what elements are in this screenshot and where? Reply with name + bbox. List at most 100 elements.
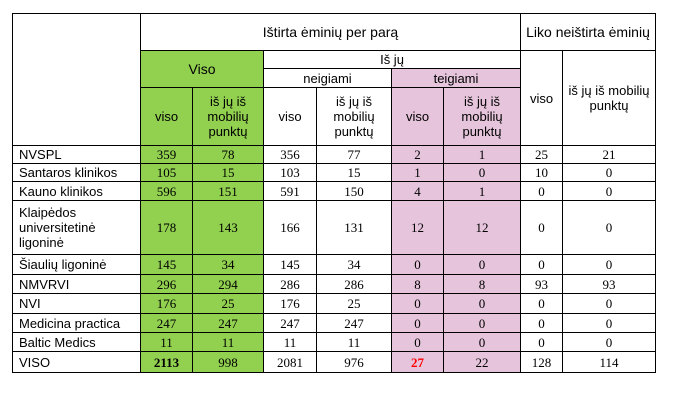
institution-name: NMVRVI (12, 274, 141, 294)
positive-cell: 2 (391, 145, 444, 164)
remaining-mobile-cell: 0 (561, 200, 657, 255)
total-mobile-cell: 998 (192, 351, 264, 373)
total-row: VISO 2113 998 2081 976 27 22 128 114 (12, 351, 657, 373)
table-row: Baltic Medics 11 11 11 11 0 0 0 0 (12, 332, 657, 352)
remaining-mobile-cell: 114 (561, 351, 657, 373)
testing-summary-table: Ištirta ėminių per parą Liko neištirta ė… (12, 13, 657, 373)
negative-mobile-cell: 34 (316, 254, 392, 275)
positive-mobile-cell: 1 (443, 145, 521, 164)
negative-cell: 145 (263, 254, 317, 275)
negative-mobile-cell: 976 (316, 351, 392, 373)
positive-mobile-cell: 0 (443, 332, 521, 352)
positive-mobile-cell: 8 (443, 274, 521, 294)
total-mobile-cell: 247 (192, 313, 264, 333)
positive-cell: 0 (391, 293, 444, 314)
positive-mobile-cell: 0 (443, 313, 521, 333)
negative-cell: 2081 (263, 351, 317, 373)
remaining-mobile-cell: 0 (561, 181, 657, 201)
positive-cell: 12 (391, 200, 444, 255)
institution-name: Klaipėdos universitetinė ligoninė (12, 200, 141, 255)
negative-cell: 176 (263, 293, 317, 314)
total-cell: 296 (140, 274, 193, 294)
positive-cell: 8 (391, 274, 444, 294)
positive-cell: 27 (391, 351, 444, 373)
total-viso-header: viso (140, 87, 193, 146)
total-mobile-cell: 15 (192, 163, 264, 182)
institution-name: NVSPL (12, 145, 141, 164)
institution-name: Baltic Medics (12, 332, 141, 352)
remaining-mobile-cell: 21 (561, 145, 657, 164)
positive-cell: 1 (391, 163, 444, 182)
total-cell: 105 (140, 163, 193, 182)
negative-cell: 166 (263, 200, 317, 255)
total-mobile-cell: 34 (192, 254, 264, 275)
remaining-mobile-cell: 0 (561, 163, 657, 182)
positive-header: teigiami (391, 68, 521, 88)
negative-viso-header: viso (263, 87, 317, 146)
remaining-cell: 128 (520, 351, 563, 373)
total-cell: 247 (140, 313, 193, 333)
total-cell: 176 (140, 293, 193, 314)
total-row-label: VISO (12, 351, 141, 373)
total-cell: 596 (140, 181, 193, 201)
remaining-mobile-cell: 0 (561, 293, 657, 314)
table-row: Šiaulių ligoninė 145 34 145 34 0 0 0 0 (12, 254, 657, 275)
remaining-cell: 25 (520, 145, 563, 164)
total-mobile-cell: 151 (192, 181, 264, 201)
remaining-total-header: viso (520, 50, 563, 146)
negative-mobile-cell: 150 (316, 181, 392, 201)
total-group-header: Viso (140, 50, 264, 88)
table-row: NMVRVI 296 294 286 286 8 8 93 93 (12, 274, 657, 294)
institution-name: Santaros klinikos (12, 163, 141, 182)
table-row: Klaipėdos universitetinė ligoninė 178 143 1… (12, 200, 657, 255)
positive-cell: 0 (391, 332, 444, 352)
negative-mobile-cell: 11 (316, 332, 392, 352)
positive-mobile-header: iš jų iš mobilių punktų (443, 87, 521, 146)
negative-mobile-cell: 247 (316, 313, 392, 333)
negative-mobile-cell: 286 (316, 274, 392, 294)
negative-mobile-cell: 77 (316, 145, 392, 164)
remaining-untested-header: Liko neištirta ėminių (519, 13, 657, 51)
remaining-cell: 0 (520, 181, 563, 201)
remaining-mobile-header: iš jų iš mobilių punktų (561, 50, 657, 146)
negative-cell: 11 (263, 332, 317, 352)
remaining-mobile-cell: 93 (561, 274, 657, 294)
positive-cell: 0 (391, 254, 444, 275)
remaining-mobile-cell: 0 (561, 332, 657, 352)
total-cell: 11 (140, 332, 193, 352)
table-row: Kauno klinikos 596 151 591 150 4 1 0 0 (12, 181, 657, 201)
negative-cell: 103 (263, 163, 317, 182)
total-mobile-cell: 143 (192, 200, 264, 255)
table-row: Medicina practica 247 247 247 247 0 0 0 0 (12, 313, 657, 333)
total-mobile-header: iš jų iš mobilių punktų (192, 87, 264, 146)
negative-mobile-cell: 15 (316, 163, 392, 182)
positive-mobile-cell: 12 (443, 200, 521, 255)
remaining-cell: 0 (520, 293, 563, 314)
remaining-cell: 0 (520, 313, 563, 333)
negative-header: neigiami (263, 68, 392, 88)
positive-mobile-cell: 1 (443, 181, 521, 201)
negative-cell: 286 (263, 274, 317, 294)
positive-mobile-cell: 22 (443, 351, 521, 373)
total-mobile-cell: 25 (192, 293, 264, 314)
negative-mobile-header: iš jų iš mobilių punktų (316, 87, 392, 146)
positive-cell: 0 (391, 313, 444, 333)
of-which-header: Iš jų (263, 50, 521, 69)
total-cell: 359 (140, 145, 193, 164)
total-cell: 2113 (140, 351, 193, 373)
negative-cell: 591 (263, 181, 317, 201)
positive-mobile-cell: 0 (443, 163, 521, 182)
institution-name: Medicina practica (12, 313, 141, 333)
positive-cell: 4 (391, 181, 444, 201)
institution-name: Šiaulių ligoninė (12, 254, 141, 275)
negative-mobile-cell: 25 (316, 293, 392, 314)
tested-per-day-header: Ištirta ėminių per parą (140, 13, 521, 51)
total-cell: 145 (140, 254, 193, 275)
negative-mobile-cell: 131 (316, 200, 392, 255)
table-row: NVI 176 25 176 25 0 0 0 0 (12, 293, 657, 314)
remaining-mobile-cell: 0 (561, 254, 657, 275)
institution-name: NVI (12, 293, 141, 314)
institution-name: Kauno klinikos (12, 181, 141, 201)
negative-cell: 247 (263, 313, 317, 333)
total-mobile-cell: 294 (192, 274, 264, 294)
